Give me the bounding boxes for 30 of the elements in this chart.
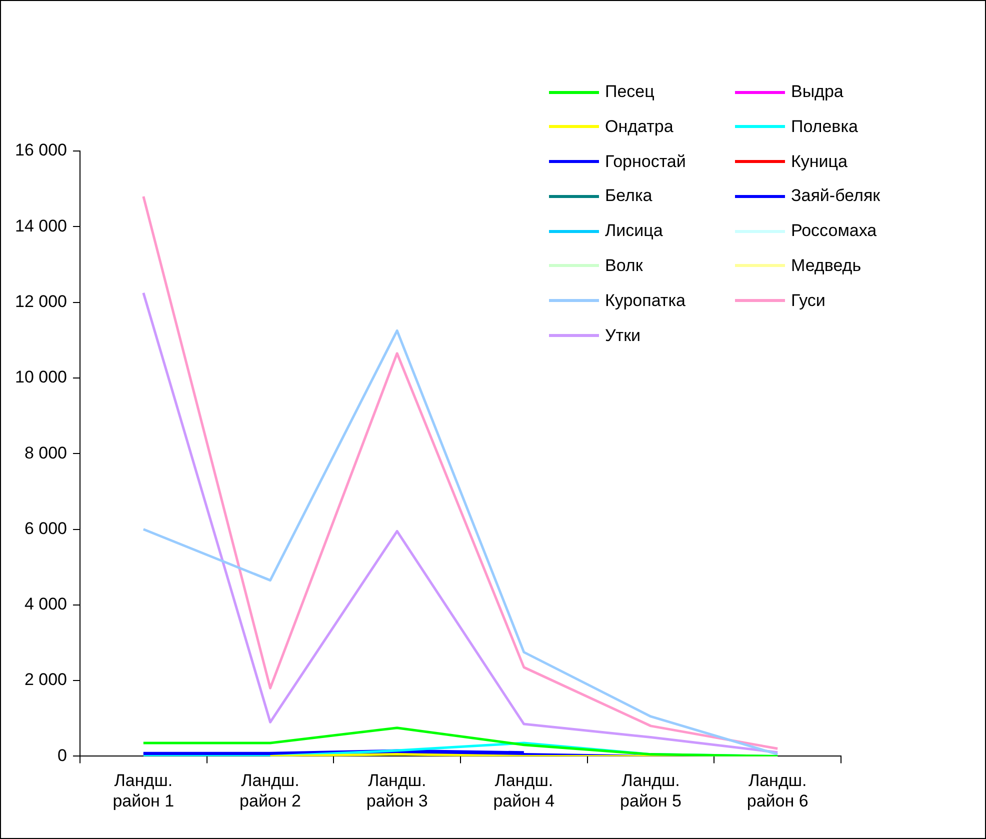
legend-label: Лисица xyxy=(605,221,663,242)
x-tick-label: Ландш. район 4 xyxy=(493,771,555,810)
legend-label: Утки xyxy=(605,326,641,346)
legend-label: Песец xyxy=(605,82,654,102)
y-tick-label: 16 000 xyxy=(14,140,67,160)
y-tick-label: 12 000 xyxy=(14,292,67,311)
y-tick-label: 8 000 xyxy=(24,443,67,462)
legend-label: Белка xyxy=(605,186,652,206)
x-tick-label: Ландш. район 6 xyxy=(746,771,808,810)
x-tick-label: Ландш. район 2 xyxy=(240,771,301,810)
legend-label: Медведь xyxy=(791,256,862,276)
x-tick-label: Ландш. район 3 xyxy=(366,771,428,810)
y-tick-label: 14 000 xyxy=(14,216,67,236)
x-tick-label: Ландш. район 5 xyxy=(620,771,682,810)
legend-label: Куница xyxy=(791,152,848,172)
legend-label: Полевка xyxy=(791,116,858,137)
y-tick-label: 6 000 xyxy=(24,518,67,538)
legend-label: Россомаха xyxy=(791,221,877,242)
legend-label: Волк xyxy=(605,256,643,276)
legend-label: Горностай xyxy=(605,152,686,172)
legend-label: Ондатра xyxy=(605,116,674,137)
y-tick-label: 2 000 xyxy=(24,670,67,690)
legend-label: Заяй-беляк xyxy=(791,186,880,206)
legend-label: Гуси xyxy=(791,290,826,311)
legend-label: Выдра xyxy=(791,82,844,102)
y-tick-label: 4 000 xyxy=(24,594,67,614)
y-tick-label: 0 xyxy=(58,746,67,765)
legend-label: Куропатка xyxy=(605,290,686,311)
x-tick-label: Ландш. район 1 xyxy=(112,771,174,810)
y-tick-label: 10 000 xyxy=(14,368,67,387)
